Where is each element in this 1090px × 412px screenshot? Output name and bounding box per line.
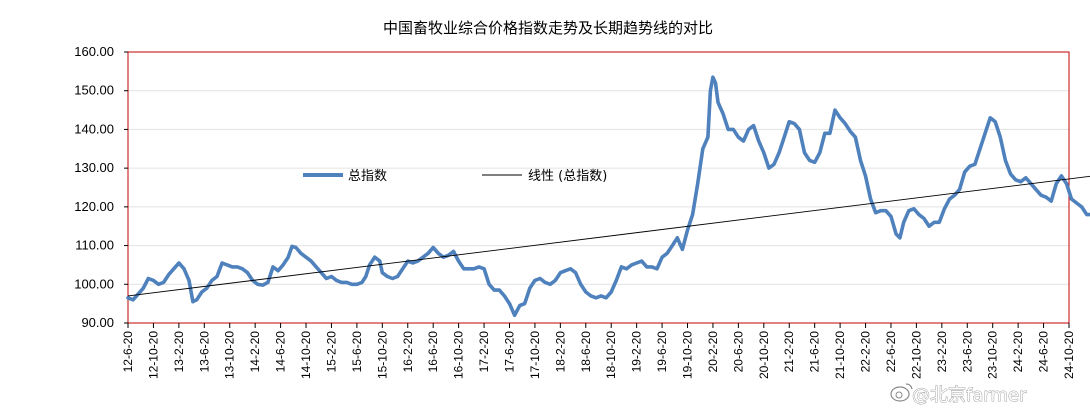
x-tick-label: 15-10-20: [375, 331, 389, 379]
weibo-logo-icon: [890, 383, 913, 402]
y-tick-label: 120.00: [74, 199, 114, 214]
x-tick-label: 22-2-20: [859, 331, 873, 373]
x-tick-label: 17-2-20: [477, 331, 491, 373]
x-tick-label: 14-6-20: [274, 331, 288, 373]
x-tick-label: 18-2-20: [553, 331, 567, 373]
x-tick-label: 20-10-20: [757, 331, 771, 379]
y-tick-label: 140.00: [74, 121, 114, 136]
legend-label-total-index: 总指数: [348, 169, 387, 184]
x-tick-label: 13-6-20: [197, 331, 211, 373]
x-tick-label: 21-2-20: [782, 331, 796, 373]
y-axis: 90.00 100.00 110.00 120.00 130.00 140.00 150.0…: [74, 44, 128, 330]
series-line-trend: [127, 175, 1090, 297]
x-tick-label: 24-6-20: [1037, 331, 1051, 373]
x-tick-label: 13-2-20: [172, 331, 186, 373]
x-tick-label: 13-10-20: [223, 331, 237, 379]
x-tick-label: 24-2-20: [1011, 331, 1025, 373]
x-tick-label: 23-10-20: [986, 331, 1000, 379]
y-tick-label: 160.00: [74, 44, 114, 59]
x-tick-label: 20-6-20: [731, 331, 745, 373]
gridlines: [128, 90, 1069, 285]
x-tick-label: 16-6-20: [426, 331, 440, 373]
watermark-text: @北京farmer: [912, 385, 1027, 406]
x-tick-label: 17-6-20: [502, 331, 516, 373]
y-tick-label: 90.00: [81, 315, 114, 330]
x-tick-label: 16-10-20: [452, 331, 466, 379]
series-layer: [126, 75, 1090, 318]
x-tick-label: 19-2-20: [630, 331, 644, 373]
y-tick-label: 150.00: [74, 83, 114, 98]
x-tick-label: 17-10-20: [528, 331, 542, 379]
legend: 总指数 线性 (总指数): [303, 169, 607, 184]
chart-title: 中国畜牧业综合价格指数走势及长期趋势线的对比: [383, 19, 713, 37]
x-tick-label: 15-2-20: [324, 331, 338, 373]
series-line-total-index: [126, 75, 1090, 318]
x-axis: 12-6-20 12-10-20 13-2-20 13-6-20 13-10-20 14-…: [121, 323, 1076, 379]
x-tick-label: 18-10-20: [604, 331, 618, 379]
x-tick-label: 22-6-20: [884, 331, 898, 373]
y-tick-label: 100.00: [74, 276, 114, 291]
x-tick-label: 24-10-20: [1062, 331, 1076, 379]
x-tick-label: 14-2-20: [248, 331, 262, 373]
x-tick-label: 12-10-20: [146, 331, 160, 379]
x-tick-label: 23-2-20: [935, 331, 949, 373]
x-tick-label: 16-2-20: [401, 331, 415, 373]
x-tick-label: 12-6-20: [121, 331, 135, 373]
x-tick-label: 22-10-20: [909, 331, 923, 379]
x-tick-label: 14-10-20: [299, 331, 313, 379]
x-tick-label: 21-10-20: [833, 331, 847, 379]
x-tick-label: 23-6-20: [960, 331, 974, 373]
x-tick-label: 15-6-20: [350, 331, 364, 373]
y-tick-label: 110.00: [75, 238, 114, 253]
x-tick-label: 21-6-20: [808, 331, 822, 373]
x-tick-label: 18-6-20: [579, 331, 593, 373]
x-tick-label: 19-10-20: [681, 331, 695, 379]
x-tick-label: 20-2-20: [706, 331, 720, 373]
y-tick-label: 130.00: [74, 160, 114, 175]
x-tick-label: 19-6-20: [655, 331, 669, 373]
legend-label-trend: 线性 (总指数): [528, 169, 607, 184]
watermark: @北京farmer: [890, 383, 1027, 406]
